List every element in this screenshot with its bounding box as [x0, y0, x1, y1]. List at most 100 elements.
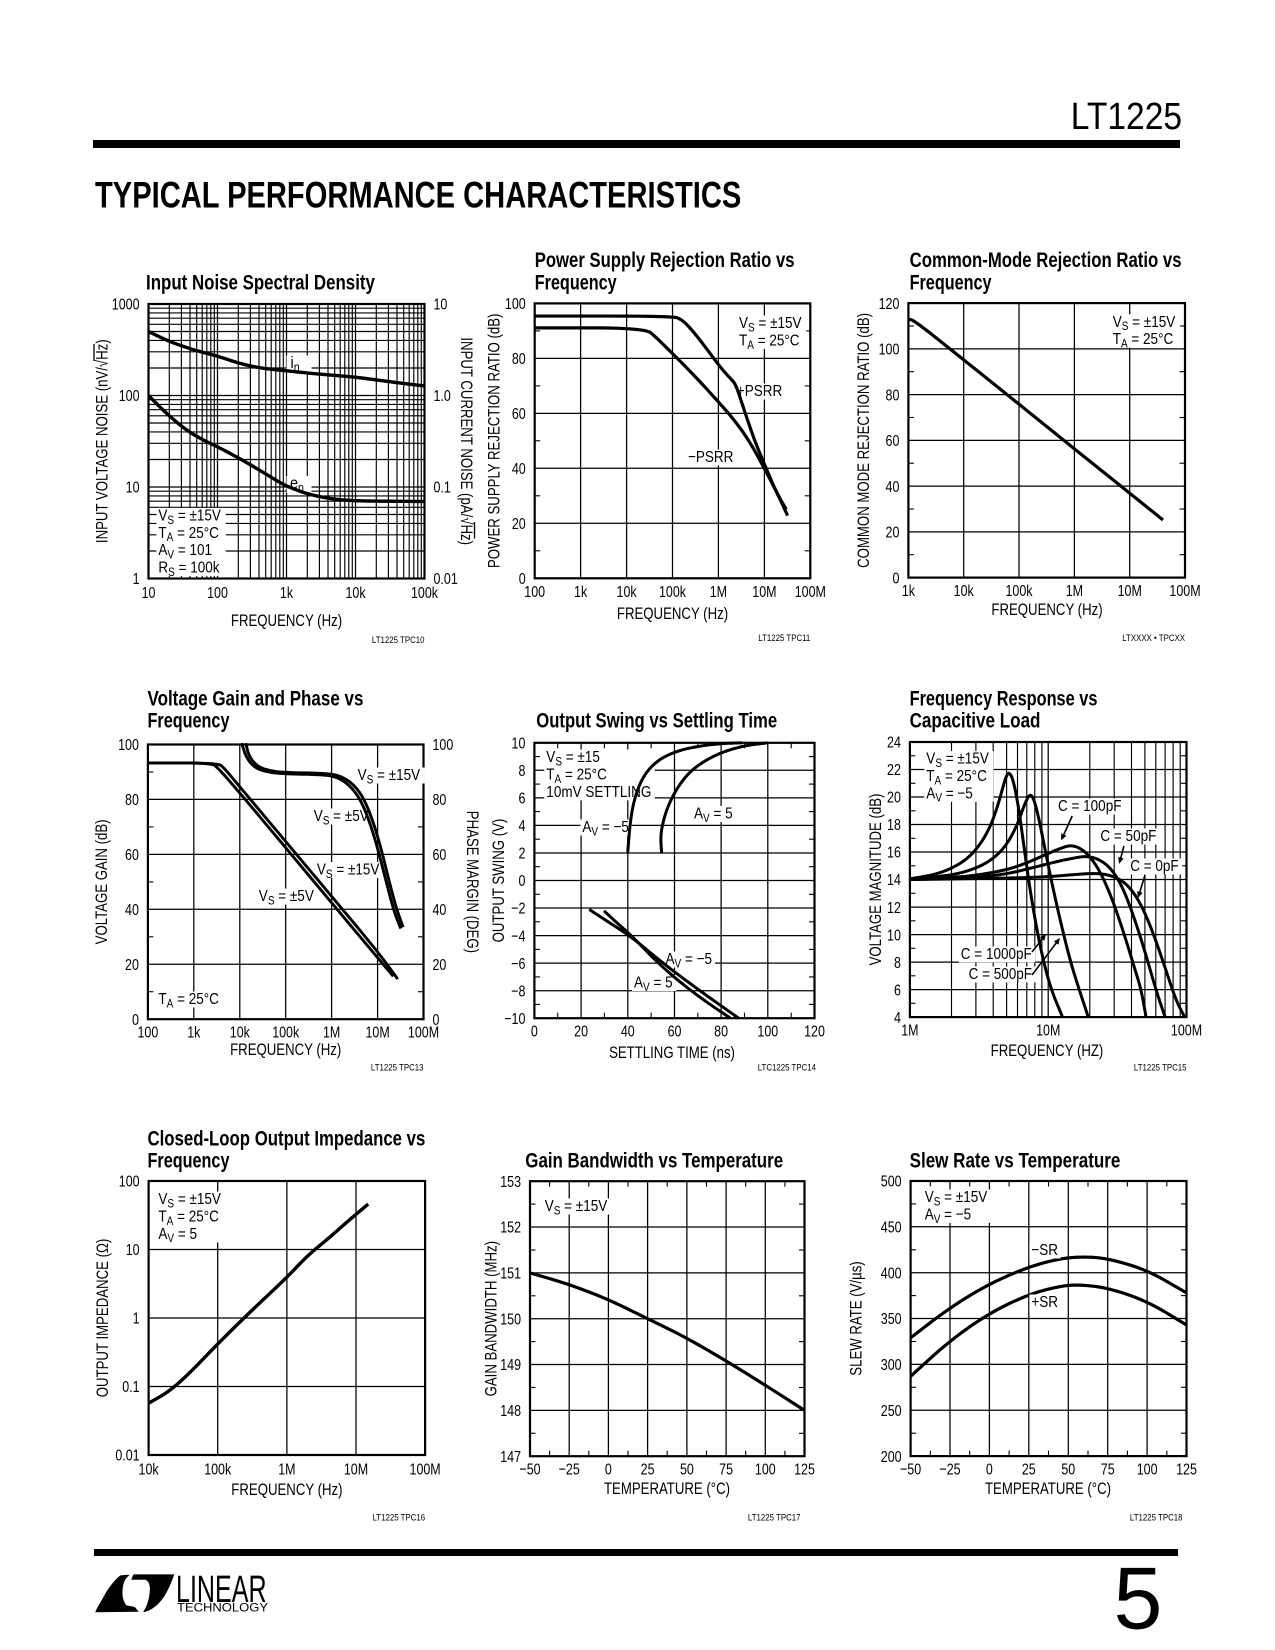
svg-text:10M: 10M [365, 1024, 389, 1042]
svg-text:Frequency: Frequency [148, 1148, 230, 1172]
svg-text:6: 6 [518, 790, 525, 808]
svg-text:OUTPUT IMPEDANCE (Ω): OUTPUT IMPEDANCE (Ω) [94, 1239, 113, 1397]
svg-text:Output Swing vs Settling Time: Output Swing vs Settling Time [536, 710, 777, 733]
svg-text:152: 152 [500, 1219, 521, 1237]
svg-text:400: 400 [881, 1265, 902, 1283]
svg-text:100: 100 [138, 1024, 159, 1042]
svg-text:22: 22 [887, 762, 901, 780]
svg-text:GAIN BANDWIDTH (MHz): GAIN BANDWIDTH (MHz) [482, 1241, 501, 1396]
svg-text:−2: −2 [511, 900, 525, 918]
svg-text:100: 100 [755, 1461, 776, 1479]
svg-text:OUTPUT SWING (V): OUTPUT SWING (V) [490, 819, 509, 943]
svg-text:LT1225: LT1225 [1071, 95, 1182, 137]
svg-text:100: 100 [433, 737, 454, 755]
svg-text:VS​ = ±15V: VS​ = ±15V [545, 1198, 608, 1218]
svg-text:1M: 1M [901, 1022, 918, 1040]
svg-text:FREQUENCY (HZ): FREQUENCY (HZ) [991, 1042, 1104, 1061]
svg-text:10: 10 [126, 1242, 140, 1260]
svg-text:TA​ = 25°C: TA​ = 25°C [158, 1208, 219, 1228]
svg-text:AV​ = −5: AV​ = −5 [666, 951, 713, 971]
svg-text:60: 60 [433, 847, 447, 865]
svg-text:POWER SUPPLY REJECTION RATIO (: POWER SUPPLY REJECTION RATIO (dB) [485, 314, 504, 568]
svg-text:VS​ = ±15V: VS​ = ±15V [925, 1189, 988, 1209]
svg-text:450: 450 [881, 1219, 902, 1237]
svg-text:10: 10 [512, 735, 526, 753]
svg-text:Gain Bandwidth vs Temperature: Gain Bandwidth vs Temperature [525, 1150, 783, 1173]
svg-text:TA​ = 25°C: TA​ = 25°C [546, 766, 607, 786]
svg-text:VS​ = ±5V: VS​ = ±5V [259, 888, 314, 908]
svg-text:40: 40 [512, 461, 526, 479]
svg-text:1000: 1000 [112, 296, 140, 314]
svg-text:1M: 1M [710, 583, 727, 601]
svg-text:8: 8 [894, 954, 901, 972]
svg-text:VS​ = ±5V: VS​ = ±5V [314, 808, 369, 828]
svg-text:20: 20 [512, 516, 526, 534]
svg-text:60: 60 [668, 1023, 682, 1041]
svg-text:0: 0 [605, 1461, 612, 1479]
svg-text:Voltage Gain and Phase vs: Voltage Gain and Phase vs [148, 688, 364, 711]
svg-text:C = 50pF: C = 50pF [1100, 828, 1156, 845]
svg-text:120: 120 [804, 1023, 825, 1041]
svg-text:75: 75 [719, 1461, 733, 1479]
svg-text:100M: 100M [408, 1024, 439, 1042]
svg-text:100k: 100k [272, 1024, 300, 1042]
svg-text:Frequency: Frequency [910, 270, 992, 294]
svg-text:125: 125 [794, 1461, 815, 1479]
svg-text:TYPICAL PERFORMANCE CHARACTERI: TYPICAL PERFORMANCE CHARACTERISTICS [95, 175, 741, 216]
svg-text:LTXXXX • TPCXX: LTXXXX • TPCXX [1122, 632, 1185, 643]
svg-text:120: 120 [879, 295, 900, 313]
svg-text:1M: 1M [278, 1461, 295, 1479]
svg-text:INPUT VOLTAGE NOISE (nV/√Hz): INPUT VOLTAGE NOISE (nV/√Hz) [93, 339, 112, 543]
svg-text:25: 25 [1022, 1461, 1036, 1479]
svg-text:VS​ = ±15V: VS​ = ±15V [358, 767, 421, 787]
svg-text:50: 50 [680, 1461, 694, 1479]
svg-text:40: 40 [125, 902, 139, 920]
svg-text:−SR: −SR [1031, 1242, 1058, 1259]
svg-text:80: 80 [714, 1023, 728, 1041]
svg-text:14: 14 [887, 872, 901, 890]
svg-text:100: 100 [119, 1173, 140, 1191]
svg-text:SETTLING TIME (ns): SETTLING TIME (ns) [609, 1044, 735, 1063]
svg-text:VS​ = ±15V: VS​ = ±15V [317, 862, 380, 882]
svg-text:COMMON MODE REJECTION RATIO (d: COMMON MODE REJECTION RATIO (dB) [855, 313, 874, 568]
svg-text:0: 0 [519, 571, 526, 589]
svg-text:AV​ = 5: AV​ = 5 [634, 975, 673, 995]
svg-text:TA​ = 25°C: TA​ = 25°C [739, 332, 800, 352]
svg-text:SLEW RATE (V/µs): SLEW RATE (V/µs) [847, 1261, 866, 1375]
svg-text:100: 100 [119, 388, 140, 406]
svg-text:1M: 1M [323, 1024, 340, 1042]
svg-text:10k: 10k [139, 1461, 160, 1479]
svg-text:Common-Mode Rejection Ratio vs: Common-Mode Rejection Ratio vs [910, 249, 1182, 272]
svg-text:80: 80 [886, 387, 900, 405]
svg-text:C = 1000pF: C = 1000pF [961, 946, 1032, 963]
svg-text:10mV SETTLING: 10mV SETTLING [546, 784, 651, 801]
svg-text:TA​ = 25°C: TA​ = 25°C [158, 525, 219, 545]
svg-text:10k: 10k [954, 583, 975, 601]
svg-text:10k: 10k [345, 585, 366, 603]
svg-text:+SR: +SR [1031, 1294, 1058, 1311]
svg-text:147: 147 [500, 1449, 521, 1467]
svg-text:100M: 100M [1169, 583, 1200, 601]
svg-text:VOLTAGE GAIN (dB): VOLTAGE GAIN (dB) [93, 819, 112, 944]
svg-text:0: 0 [531, 1023, 538, 1041]
svg-text:0: 0 [433, 1012, 440, 1030]
svg-text:10: 10 [434, 296, 448, 314]
svg-text:100M: 100M [795, 583, 826, 601]
svg-text:VOLTAGE MAGNITUDE (dB): VOLTAGE MAGNITUDE (dB) [867, 794, 886, 966]
svg-text:4: 4 [894, 1009, 901, 1027]
svg-text:+PSRR: +PSRR [737, 383, 782, 400]
svg-text:5: 5 [1114, 1549, 1163, 1648]
svg-text:−50: −50 [900, 1461, 921, 1479]
svg-text:24: 24 [887, 734, 901, 752]
svg-text:LT1225 TPC16: LT1225 TPC16 [373, 1512, 426, 1523]
svg-text:100k: 100k [1005, 583, 1033, 601]
svg-text:0.01: 0.01 [434, 571, 458, 589]
svg-text:10: 10 [887, 927, 901, 945]
svg-text:1k: 1k [280, 585, 294, 603]
svg-text:80: 80 [433, 792, 447, 810]
svg-text:−50: −50 [519, 1461, 540, 1479]
svg-text:20: 20 [574, 1023, 588, 1041]
svg-text:C = 500pF: C = 500pF [969, 966, 1032, 983]
svg-text:LINEAR: LINEAR [176, 1568, 267, 1610]
svg-text:10M: 10M [1118, 583, 1142, 601]
